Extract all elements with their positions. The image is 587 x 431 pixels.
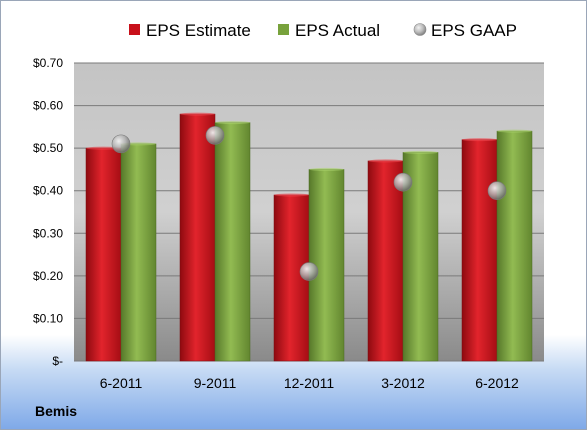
marker-eps-gaap [393, 172, 413, 192]
legend-swatch [129, 24, 140, 35]
x-tick-label: 6-2011 [100, 375, 143, 391]
bar-eps-estimate [85, 147, 122, 362]
y-tick-label: $0.50 [33, 141, 63, 155]
bar-eps-estimate-cap [368, 159, 403, 163]
bar-eps-actual-cap [215, 121, 250, 125]
bar-eps-estimate [179, 113, 216, 362]
y-tick-label: $- [52, 354, 63, 368]
x-tick-label: 9-2011 [194, 375, 237, 391]
y-tick-label: $0.60 [33, 99, 63, 113]
bar-eps-actual-cap [497, 129, 532, 133]
legend-swatch [413, 23, 427, 36]
y-tick-label: $0.20 [33, 269, 63, 283]
marker-eps-gaap [299, 262, 319, 281]
legend-label: EPS GAAP [431, 21, 517, 40]
x-tick-label: 3-2012 [381, 375, 425, 391]
legend-swatch [278, 24, 289, 35]
bar-eps-estimate-cap [274, 193, 309, 197]
bar-eps-estimate [461, 139, 498, 362]
bar-eps-actual-cap [309, 167, 344, 171]
gaap-markers [111, 126, 507, 281]
bar-eps-actual-cap [403, 150, 438, 154]
marker-eps-gaap [487, 181, 507, 201]
bar-eps-estimate-cap [462, 138, 497, 142]
legend: EPS Estimate EPS Actual EPS GAAP [129, 21, 517, 40]
bar-eps-estimate [367, 160, 404, 362]
bar-eps-estimate-cap [180, 112, 215, 116]
bar-eps-actual [120, 143, 157, 362]
y-tick-label: $0.40 [33, 184, 63, 198]
x-tick-label: 12-2011 [284, 375, 335, 391]
legend-label: EPS Actual [295, 21, 380, 40]
legend-label: EPS Estimate [146, 21, 251, 40]
bar-eps-estimate-cap [86, 146, 121, 150]
y-tick-label: $0.70 [33, 56, 63, 70]
bar-eps-actual [496, 130, 533, 362]
y-axis-ticks: $- $0.10 $0.20 $0.30 $0.40 $0.50 $0.60 $0.70 [33, 56, 63, 368]
bars [85, 112, 533, 362]
y-tick-label: $0.30 [33, 226, 63, 240]
company-name: Bemis [35, 403, 78, 419]
x-axis-categories: 6-2011 9-2011 12-2011 3-2012 6-2012 [100, 375, 519, 391]
marker-eps-gaap [205, 126, 225, 145]
marker-eps-gaap [111, 134, 131, 154]
x-tick-label: 6-2012 [475, 375, 519, 391]
bar-eps-actual [214, 122, 251, 362]
y-tick-label: $0.10 [33, 311, 63, 325]
